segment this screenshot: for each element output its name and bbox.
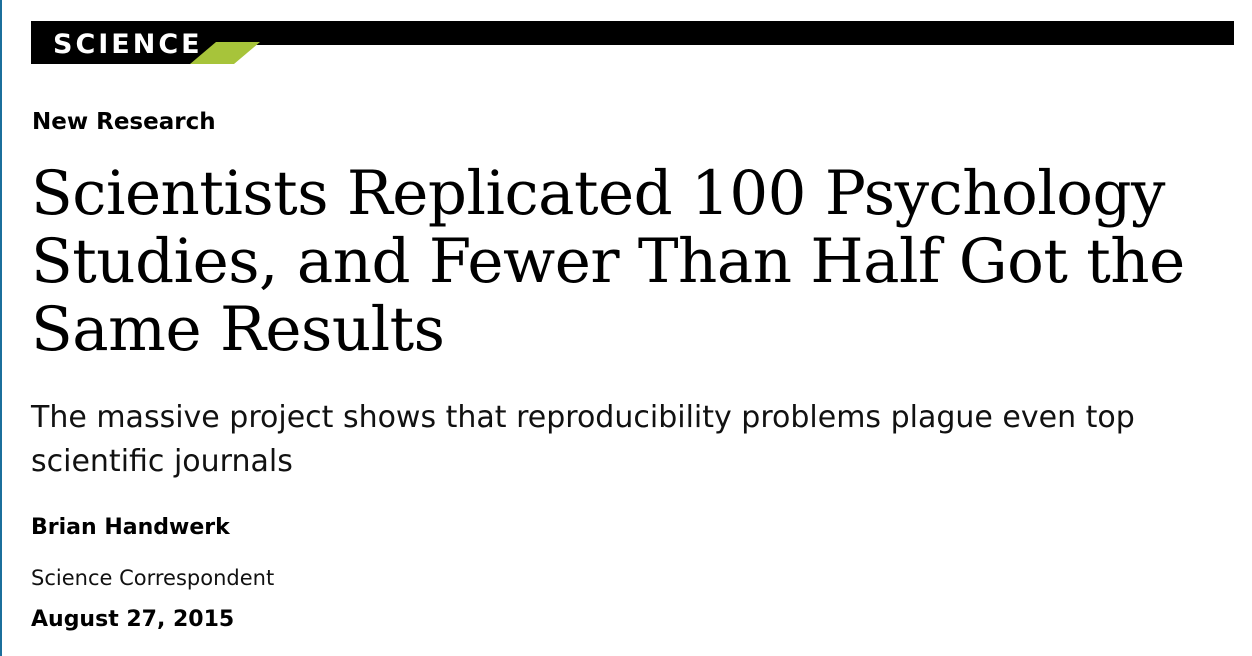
section-tab — [31, 21, 223, 64]
section-header-bar — [31, 21, 1234, 45]
author-role: Science Correspondent — [31, 566, 275, 590]
article-subheadline: The massive project shows that reproduci… — [31, 400, 1135, 479]
article-kicker[interactable]: New Research — [32, 109, 216, 135]
publish-date: August 27, 2015 — [31, 607, 235, 632]
page-edge-border — [0, 0, 2, 656]
section-link-science[interactable]: SCIENCE — [53, 29, 203, 60]
article-headline: Scientists Replicated 100 Psychology Stu… — [31, 158, 1185, 365]
author-name-link[interactable]: Brian Handwerk — [31, 515, 230, 540]
section-accent-stripe — [190, 42, 260, 64]
